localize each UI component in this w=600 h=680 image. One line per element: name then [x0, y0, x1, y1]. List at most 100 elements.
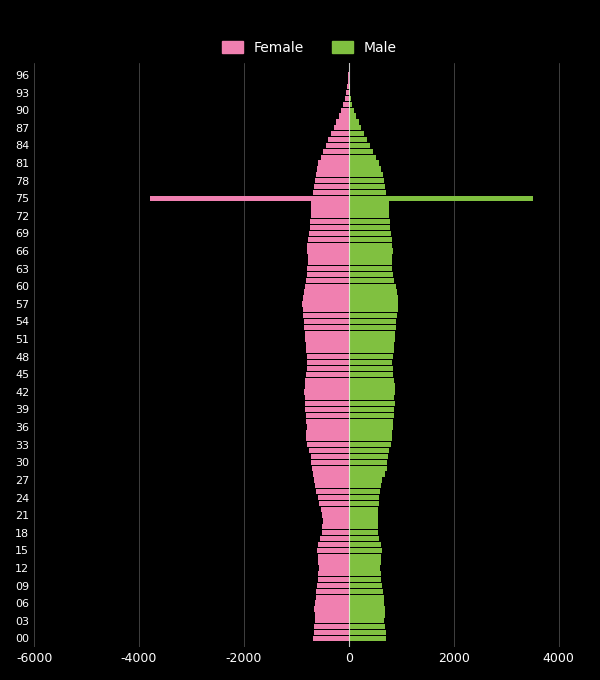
Bar [349, 102, 352, 107]
Bar [322, 513, 349, 517]
Bar [349, 560, 381, 564]
Bar [349, 354, 393, 359]
Bar [349, 290, 397, 294]
Bar [349, 219, 390, 224]
Bar [323, 149, 349, 154]
Bar [349, 119, 359, 124]
Bar [305, 377, 349, 383]
Bar [314, 184, 349, 189]
Bar [349, 372, 393, 377]
Bar [305, 330, 349, 336]
Bar [306, 342, 349, 347]
Bar [311, 466, 349, 471]
Bar [349, 518, 378, 524]
Bar [345, 96, 349, 101]
Bar [307, 354, 349, 359]
Bar [308, 237, 349, 242]
Bar [304, 389, 349, 394]
Bar [349, 618, 384, 624]
Bar [310, 225, 349, 231]
Bar [307, 436, 349, 441]
Bar [349, 524, 378, 530]
Bar [347, 78, 349, 84]
Bar [308, 260, 349, 265]
Bar [349, 107, 354, 113]
Bar [317, 166, 349, 171]
Bar [349, 500, 379, 506]
Bar [349, 137, 367, 142]
Bar [331, 131, 349, 136]
Bar [314, 607, 349, 611]
Bar [307, 366, 349, 371]
Bar [349, 248, 393, 254]
Bar [349, 419, 393, 424]
Bar [316, 589, 349, 594]
Bar [349, 348, 394, 354]
Bar [305, 284, 349, 289]
Bar [315, 612, 349, 617]
Bar [349, 565, 380, 571]
Bar [349, 125, 361, 131]
Bar [349, 589, 383, 594]
Bar [349, 384, 395, 389]
Bar [316, 172, 349, 177]
Bar [320, 154, 349, 160]
Bar [307, 360, 349, 365]
Bar [303, 295, 349, 301]
Bar [305, 401, 349, 406]
Bar [349, 430, 392, 436]
Bar [349, 166, 381, 171]
Bar [313, 636, 349, 641]
Bar [303, 313, 349, 318]
Bar [341, 107, 349, 113]
Bar [349, 577, 382, 582]
Bar [319, 571, 349, 577]
Bar [307, 424, 349, 430]
Bar [349, 600, 384, 606]
Bar [313, 190, 349, 195]
Bar [339, 114, 349, 119]
Bar [303, 307, 349, 312]
Legend: Female, Male: Female, Male [217, 35, 403, 61]
Bar [349, 84, 350, 89]
Bar [349, 471, 385, 477]
Bar [349, 266, 392, 271]
Bar [349, 160, 379, 166]
Bar [319, 565, 349, 571]
Bar [305, 395, 349, 401]
Bar [311, 207, 349, 213]
Bar [349, 284, 395, 289]
Bar [323, 518, 349, 524]
Bar [311, 214, 349, 218]
Bar [349, 90, 350, 95]
Bar [316, 594, 349, 600]
Bar [309, 231, 349, 236]
Bar [349, 377, 394, 383]
Bar [349, 624, 385, 629]
Bar [349, 330, 395, 336]
Bar [349, 466, 386, 471]
Bar [349, 237, 392, 242]
Bar [349, 366, 393, 371]
Bar [343, 102, 349, 107]
Bar [322, 530, 349, 535]
Bar [349, 319, 396, 324]
Bar [349, 489, 380, 494]
Bar [337, 119, 349, 124]
Bar [349, 313, 397, 318]
Bar [349, 154, 376, 160]
Bar [349, 612, 385, 617]
Bar [317, 547, 349, 553]
Bar [349, 231, 391, 236]
Bar [320, 536, 349, 541]
Bar [318, 554, 349, 559]
Bar [349, 131, 364, 136]
Bar [349, 190, 386, 195]
Bar [349, 477, 382, 483]
Bar [349, 542, 381, 547]
Bar [349, 301, 398, 307]
Bar [349, 448, 389, 453]
Bar [319, 500, 349, 506]
Bar [349, 272, 393, 277]
Bar [320, 507, 349, 512]
